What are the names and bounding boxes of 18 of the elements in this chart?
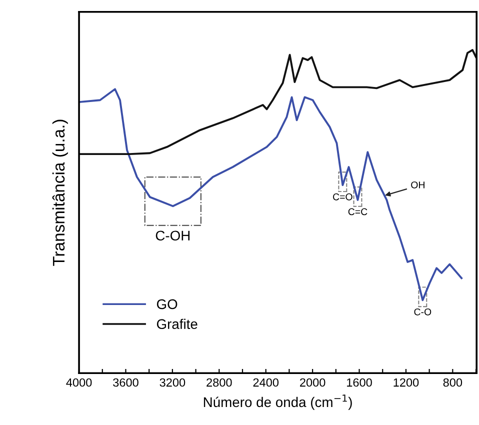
x-tick-label: 3200 xyxy=(160,378,186,387)
annotation: C-OH xyxy=(156,230,190,241)
x-tick-label: 4000 xyxy=(66,378,92,387)
y-axis-title: Transmitância (u.a.) xyxy=(52,120,68,266)
x-tick-label: 800 xyxy=(443,378,462,387)
legend-label: GO xyxy=(156,299,178,310)
annotation: C-O xyxy=(414,308,432,316)
annotation: C=O xyxy=(333,193,352,200)
x-tick-label: 1200 xyxy=(394,378,419,387)
x-axis-title: Número de onda (cm$^{−1}$) xyxy=(204,394,352,410)
x-tick-label: 2000 xyxy=(300,378,326,387)
x-tick-label: 3600 xyxy=(113,378,138,387)
annotation: OH xyxy=(411,181,424,188)
legend-label: Grafite xyxy=(156,318,198,330)
annotation: C=C xyxy=(348,208,368,216)
x-tick-label: 1600 xyxy=(347,378,372,387)
x-tick-label: 2400 xyxy=(253,378,279,387)
x-tick-label: 2800 xyxy=(206,378,232,387)
